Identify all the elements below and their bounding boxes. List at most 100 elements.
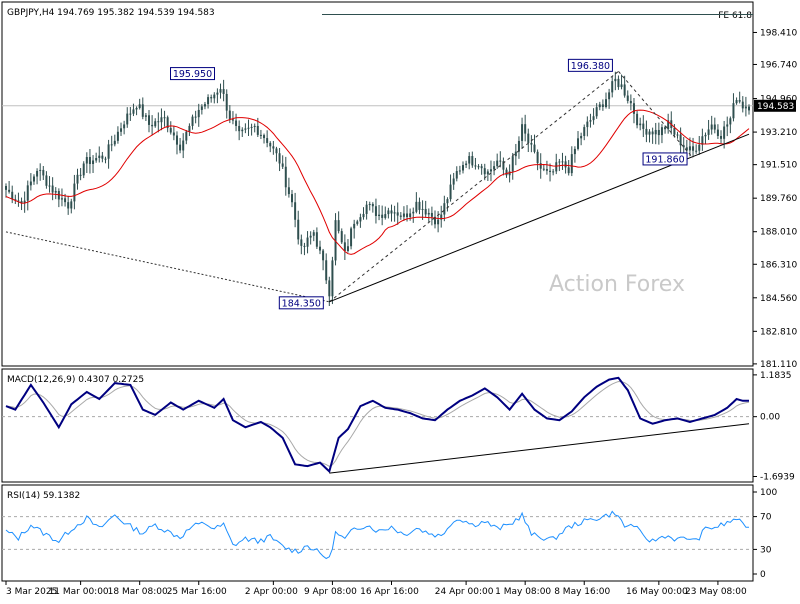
price-candle xyxy=(238,120,241,141)
candle-body xyxy=(446,199,449,204)
price-candle xyxy=(440,205,443,228)
x-tick-label: 24 Apr 00:00 xyxy=(435,587,494,597)
price-candle xyxy=(558,158,561,172)
price-candle xyxy=(412,207,415,223)
candle-body xyxy=(182,140,185,151)
candle-body xyxy=(499,160,502,162)
price-candle xyxy=(368,201,371,211)
price-candle xyxy=(430,206,433,226)
candle-body xyxy=(287,187,290,195)
candle-body xyxy=(639,123,642,126)
price-candle xyxy=(539,153,542,179)
candle-body xyxy=(343,242,346,251)
x-tick-label: 2 Apr 00:00 xyxy=(245,587,298,597)
candle-body xyxy=(318,246,321,251)
candle-body xyxy=(64,198,67,203)
candle-body xyxy=(468,156,471,164)
price-candle xyxy=(51,177,54,201)
candle-body xyxy=(461,165,464,171)
price-candle xyxy=(263,133,266,144)
candle-body xyxy=(676,134,679,136)
candle-body xyxy=(738,100,741,102)
candle-body xyxy=(203,104,206,107)
candle-body xyxy=(48,185,51,187)
candle-body xyxy=(502,161,505,170)
candle-body xyxy=(166,117,169,129)
price-candle xyxy=(384,206,387,220)
candle-body xyxy=(427,212,430,215)
price-candle xyxy=(272,140,275,155)
candle-body xyxy=(726,124,729,127)
candle-body xyxy=(592,116,595,121)
candle-body xyxy=(384,214,387,218)
price-candle xyxy=(667,113,670,134)
price-candle xyxy=(390,204,393,222)
price-candle xyxy=(608,88,611,109)
price-candle xyxy=(726,116,729,137)
candle-body xyxy=(521,124,524,141)
price-candle xyxy=(340,228,343,244)
candle-body xyxy=(381,214,384,218)
price-candle xyxy=(225,89,228,119)
price-candle xyxy=(465,160,468,169)
price-candle xyxy=(542,164,545,172)
price-candle xyxy=(14,194,17,205)
candle-body xyxy=(474,165,477,167)
rsi-tick-label: 30 xyxy=(760,545,772,555)
price-candle xyxy=(713,117,716,134)
price-candle xyxy=(39,163,42,181)
price-candle xyxy=(269,141,272,153)
candle-body xyxy=(266,138,269,143)
macd-tick-label: 1.1835 xyxy=(760,371,792,381)
candle-body xyxy=(390,210,393,214)
candle-body xyxy=(505,169,508,176)
trend-line-dashed xyxy=(618,71,694,159)
price-candle xyxy=(732,93,735,122)
price-candle xyxy=(32,174,35,185)
candle-body xyxy=(200,106,203,110)
price-candle xyxy=(36,168,39,185)
candle-body xyxy=(275,148,278,154)
price-candle xyxy=(707,119,710,140)
candle-body xyxy=(723,126,726,139)
price-candle xyxy=(511,152,514,180)
price-annotation: 195.950 xyxy=(170,67,216,81)
candle-body xyxy=(614,78,617,82)
price-candle xyxy=(629,94,632,111)
price-annotation: 184.350 xyxy=(278,296,324,310)
candle-body xyxy=(480,166,483,169)
annotation-box xyxy=(278,296,324,310)
price-candle xyxy=(729,116,732,134)
price-candle xyxy=(521,117,524,149)
candle-body xyxy=(716,129,719,136)
candle-body xyxy=(188,125,191,132)
price-candle xyxy=(222,79,225,102)
price-candle xyxy=(443,195,446,222)
price-candle xyxy=(337,211,340,234)
price-candle xyxy=(626,90,629,104)
candle-body xyxy=(353,223,356,229)
price-tick-label: 191.510 xyxy=(760,161,797,171)
candle-body xyxy=(51,185,54,193)
price-candle xyxy=(5,183,7,198)
price-candle xyxy=(315,227,318,250)
price-candle xyxy=(455,166,458,182)
candle-body xyxy=(555,162,558,172)
candle-body xyxy=(269,142,272,147)
candle-body xyxy=(359,217,362,222)
price-candle xyxy=(312,229,315,242)
price-candle xyxy=(26,180,29,211)
price-candle xyxy=(135,106,138,116)
candle-body xyxy=(496,160,499,167)
candle-body xyxy=(157,121,160,123)
price-candle xyxy=(549,163,552,182)
candle-body xyxy=(36,170,39,177)
candle-body xyxy=(250,126,253,128)
candle-body xyxy=(79,174,82,176)
candle-body xyxy=(409,213,412,218)
price-candle xyxy=(17,192,20,207)
price-candle xyxy=(421,200,424,220)
price-candle xyxy=(76,168,79,190)
candle-body xyxy=(471,156,474,166)
